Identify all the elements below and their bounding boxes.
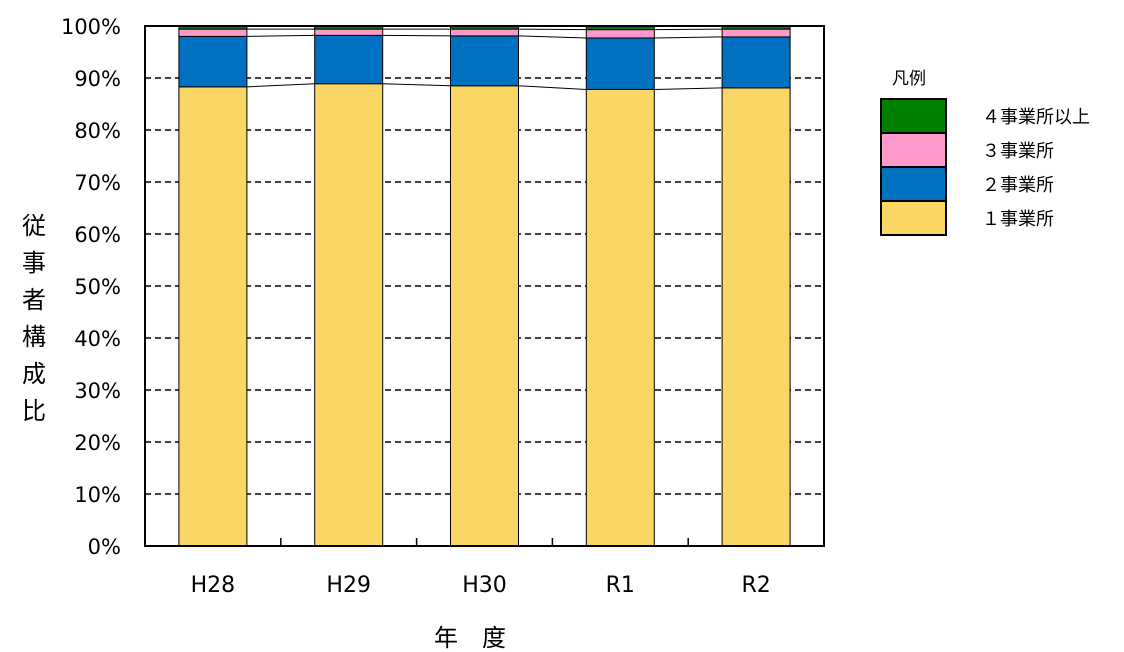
legend-swatch	[880, 132, 947, 168]
y-tick-label: 100%	[61, 15, 121, 39]
bar-segment	[314, 83, 384, 547]
y-tick-label: 50%	[74, 275, 121, 299]
x-tick-label: R1	[606, 573, 635, 598]
legend-entry: ４事業所以上	[982, 107, 1090, 128]
bar-segment	[178, 35, 248, 88]
bar-segment	[178, 28, 248, 37]
legend-swatch	[880, 200, 947, 236]
bar-segment	[721, 28, 791, 38]
bars	[178, 25, 791, 547]
legend-entry: １事業所	[982, 209, 1054, 230]
y-tick-label: 10%	[74, 483, 121, 507]
bar-segment	[450, 28, 519, 37]
series-connector-lines	[246, 28, 723, 90]
y-tick-label: 30%	[74, 379, 121, 403]
series-connector	[654, 28, 723, 31]
y-axis-title-char: 従	[22, 212, 46, 240]
series-connector	[382, 83, 451, 87]
series-connector	[518, 28, 587, 31]
x-axis-title: 年 度	[434, 624, 506, 652]
bar-segment	[585, 88, 655, 547]
gridlines	[145, 77, 824, 495]
series-connector	[246, 34, 315, 37]
x-axis-tick-labels: H28 H29 H30 R1 R2	[191, 573, 771, 598]
x-tick-label: H29	[326, 573, 371, 598]
x-tick-label: H28	[191, 573, 236, 598]
y-tick-label: 90%	[74, 67, 121, 91]
x-tick-label: H30	[462, 573, 507, 598]
bar-segment	[178, 86, 248, 547]
y-tick-label: 0%	[88, 535, 121, 559]
y-axis-title-char: 者	[22, 286, 46, 314]
series-connector	[246, 83, 315, 88]
x-axis-ticks	[280, 538, 689, 546]
bar-segment	[585, 37, 655, 90]
y-tick-label: 20%	[74, 431, 121, 455]
series-connector	[518, 85, 587, 90]
y-axis-title-char: 構	[22, 323, 46, 351]
series-connector	[382, 34, 451, 37]
legend: 凡例 ４事業所以上 ３事業所 ２事業所 １事業所	[880, 69, 1090, 236]
legend-swatch	[880, 166, 947, 202]
x-tick-label: R2	[741, 573, 770, 598]
series-connector	[654, 87, 723, 90]
y-tick-label: 70%	[74, 171, 121, 195]
bar-segment	[450, 85, 519, 547]
legend-swatch	[880, 98, 947, 134]
series-connector	[654, 36, 723, 39]
bar-segment	[314, 34, 384, 85]
bar-segment	[314, 28, 384, 36]
legend-title: 凡例	[892, 69, 926, 89]
bar-segment	[450, 35, 519, 87]
legend-entry: ２事業所	[982, 175, 1054, 196]
y-tick-label: 40%	[74, 327, 121, 351]
y-tick-label: 60%	[74, 223, 121, 247]
y-axis-title-char: 事	[22, 249, 46, 277]
y-axis-title-char: 成	[22, 360, 46, 388]
bar-segment	[721, 87, 791, 547]
y-axis-title-char: 比	[22, 397, 46, 425]
legend-entry: ３事業所	[982, 141, 1054, 162]
bar-segment	[721, 36, 791, 89]
bar-segment	[585, 29, 655, 39]
series-connector	[518, 35, 587, 39]
y-axis-tick-labels: 0% 10% 20% 30% 40% 50% 60% 70% 80% 90% 100%	[61, 15, 121, 559]
plot-area-frame	[144, 25, 825, 547]
y-tick-label: 80%	[74, 119, 121, 143]
